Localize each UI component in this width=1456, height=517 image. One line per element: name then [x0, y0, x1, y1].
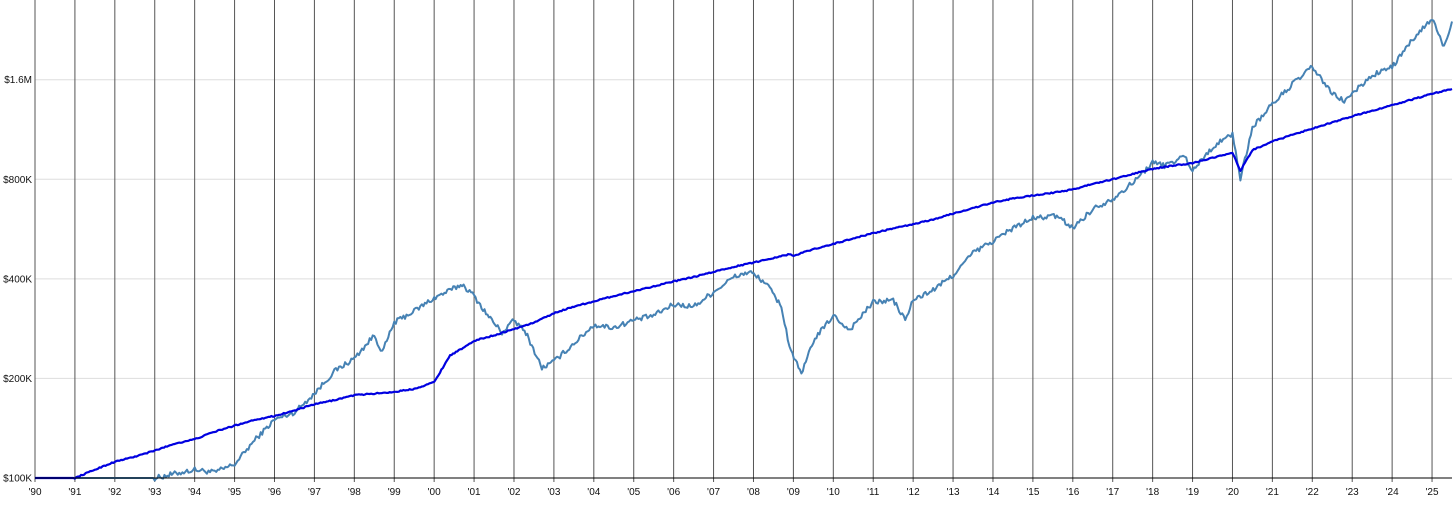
x-tick-label: '93	[148, 487, 161, 498]
y-tick-label: $800K	[3, 175, 32, 186]
x-tick-label: '07	[707, 487, 720, 498]
y-tick-label: $400K	[3, 274, 32, 285]
x-tick-label: '04	[587, 487, 600, 498]
x-axis-labels: '90 '91 '92 '93 '94 '95 '96 '97 '98 '99 '00 '01 '02 '…	[28, 487, 1439, 498]
x-tick-label: '06	[667, 487, 680, 498]
x-tick-label: '13	[947, 487, 960, 498]
x-tick-label: '24	[1386, 487, 1399, 498]
x-tick-label: '00	[428, 487, 441, 498]
x-tick-label: '21	[1266, 487, 1279, 498]
x-tick-label: '18	[1146, 487, 1159, 498]
x-tick-label: '96	[268, 487, 281, 498]
y-tick-label: $200K	[3, 374, 32, 385]
x-tick-label: '25	[1426, 487, 1439, 498]
x-tick-label: '94	[188, 487, 201, 498]
x-tick-label: '14	[986, 487, 999, 498]
x-tick-label: '01	[468, 487, 481, 498]
vertical-grid	[34, 0, 1433, 482]
series-line	[35, 18, 1453, 482]
x-tick-label: '16	[1066, 487, 1079, 498]
x-tick-label: '90	[28, 487, 41, 498]
x-tick-label: '11	[867, 487, 880, 498]
x-tick-label: '08	[747, 487, 760, 498]
y-tick-label: $100K	[3, 474, 32, 485]
x-tick-label: '98	[348, 487, 361, 498]
x-tick-label: '97	[308, 487, 321, 498]
x-tick-label: '10	[827, 487, 840, 498]
y-axis-labels: $100K $200K $400K $800K $1.6M	[3, 75, 32, 484]
x-tick-label: '05	[627, 487, 640, 498]
x-tick-label: '03	[547, 487, 560, 498]
x-tick-label: '15	[1026, 487, 1039, 498]
x-tick-label: '23	[1346, 487, 1359, 498]
y-tick-label: $1.6M	[4, 75, 32, 86]
x-tick-label: '99	[388, 487, 401, 498]
x-tick-label: '02	[507, 487, 520, 498]
x-tick-label: '19	[1186, 487, 1199, 498]
horizontal-grid	[35, 79, 1452, 479]
x-tick-label: '17	[1106, 487, 1119, 498]
x-tick-label: '20	[1226, 487, 1239, 498]
x-tick-label: '12	[907, 487, 920, 498]
x-tick-label: '91	[68, 487, 81, 498]
x-tick-label: '22	[1306, 487, 1319, 498]
series-layer	[35, 18, 1453, 482]
x-tick-label: '95	[228, 487, 241, 498]
x-tick-label: '09	[787, 487, 800, 498]
x-tick-label: '92	[108, 487, 121, 498]
series-line	[35, 87, 1453, 480]
